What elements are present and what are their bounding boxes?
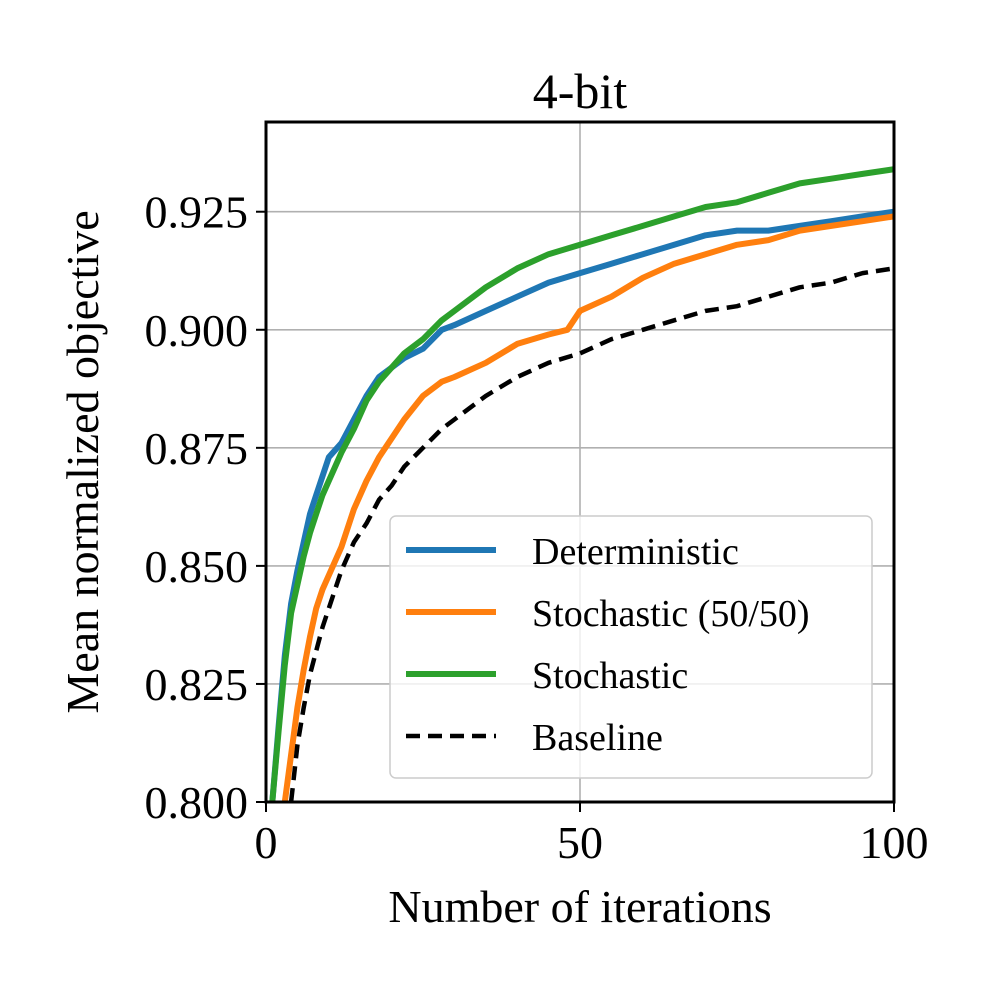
y-tick-label: 0.800 [145,777,249,828]
legend-box [389,515,873,779]
legend-label-deterministic: Deterministic [532,531,739,573]
x-tick-label: 0 [255,817,278,868]
x-tick-label: 50 [557,817,603,868]
series-line-deterministic [269,208,894,802]
series-line-baseline [288,266,894,802]
series-line-stochastic [269,166,894,802]
y-axis-ticks: 0.800 0.825 0.850 0.875 0.900 0.925 [145,187,266,828]
y-tick-label: 0.875 [145,423,249,474]
x-axis-label: Number of iterations [388,881,771,932]
series-layer [269,166,894,802]
chart-title: 4-bit [533,63,628,119]
legend-label-baseline: Baseline [532,717,663,759]
y-axis-label: Mean normalized objective [57,210,108,713]
x-tick-label: 100 [860,817,929,868]
y-tick-label: 0.925 [145,187,249,238]
y-tick-label: 0.850 [145,541,249,592]
y-tick-label: 0.825 [145,659,249,710]
legend-label-stochastic: Stochastic [532,655,688,697]
x-axis-ticks: 0 50 100 [255,802,929,868]
legend-label-stochastic-50-50: Stochastic (50/50) [532,593,810,635]
legend: Deterministic Stochastic (50/50) Stochasti… [389,515,873,779]
series-line-stochastic-50-50 [281,213,894,802]
y-tick-label: 0.900 [145,305,249,356]
